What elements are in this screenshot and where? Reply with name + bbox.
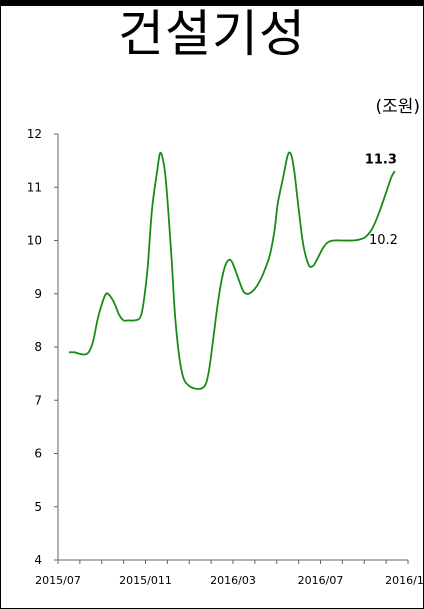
y-axis-ticks: 4 5 6 7 8 9 10 11 12 (27, 127, 58, 567)
data-label: 10.2 (369, 233, 398, 248)
unit-label: (조원) (375, 97, 420, 117)
y-tick-label: 9 (34, 287, 42, 301)
y-tick-label: 6 (34, 447, 42, 461)
y-tick-label: 8 (34, 340, 42, 354)
top-rule (0, 0, 424, 6)
axes (57, 134, 408, 561)
y-tick-label: 12 (27, 127, 42, 141)
chart-title: 건설기성 (118, 5, 306, 63)
y-tick-label: 7 (34, 393, 42, 407)
x-tick-label: 2015/07 (35, 574, 81, 587)
y-tick-label: 4 (34, 553, 42, 567)
x-tick-label: 2015/011 (119, 574, 172, 587)
annotations: 11.3 10.2 (365, 152, 398, 248)
series-lines (68, 151, 396, 390)
x-tick-label: 2016/11 (385, 574, 424, 587)
y-tick-label: 11 (27, 180, 42, 194)
series-line (68, 151, 396, 390)
x-tick-label: 2016/07 (298, 574, 344, 587)
y-tick-label: 10 (27, 234, 42, 248)
x-axis-ticks: 2015/07 2015/011 2016/03 2016/07 2016/11 (35, 560, 424, 587)
y-tick-label: 5 (34, 500, 42, 514)
data-label: 11.3 (365, 152, 397, 167)
x-tick-label: 2016/03 (210, 574, 256, 587)
